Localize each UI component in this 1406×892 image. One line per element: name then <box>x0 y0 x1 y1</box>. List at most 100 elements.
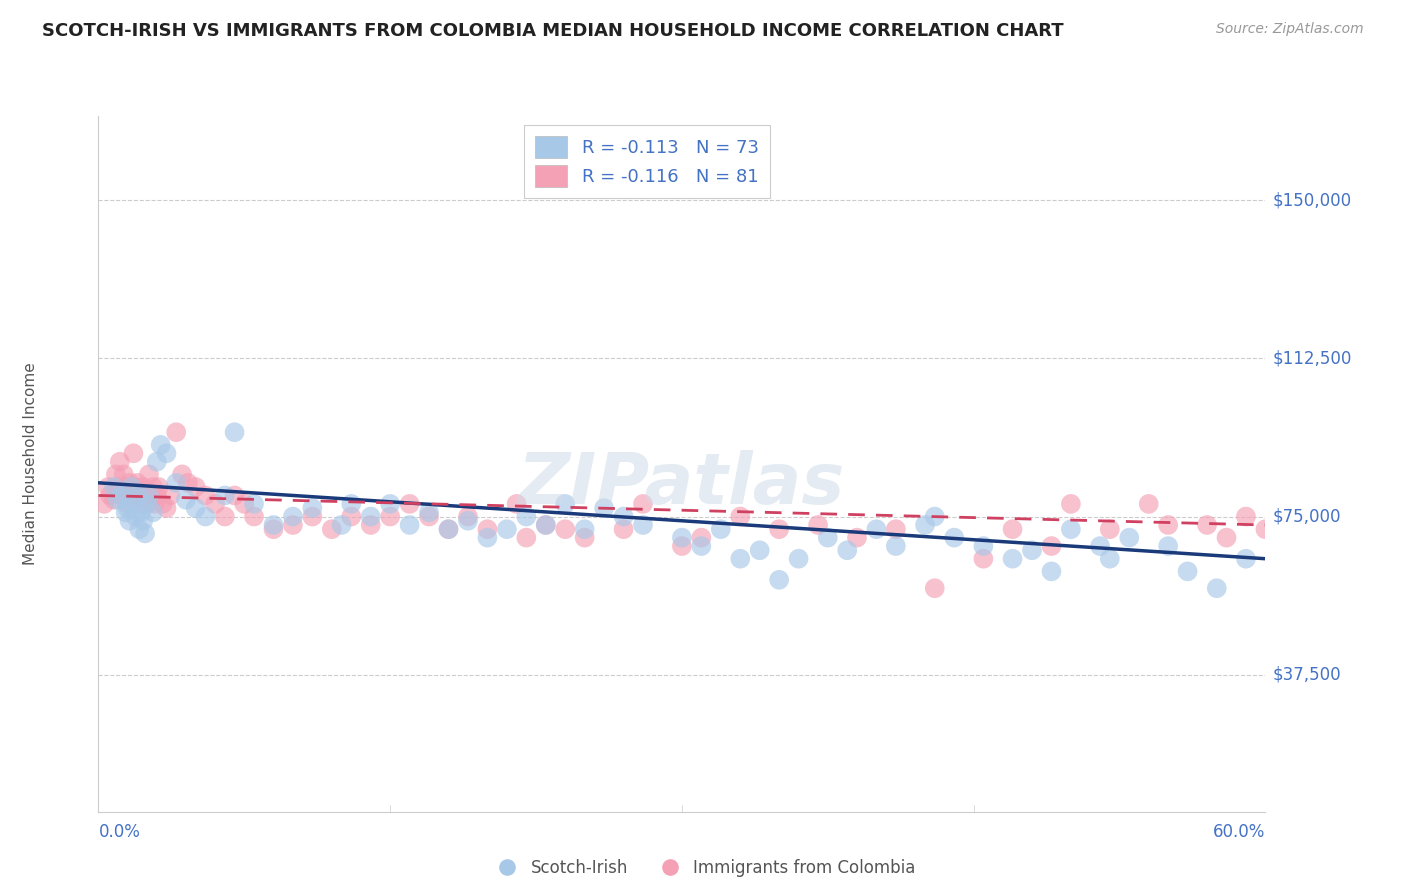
Point <box>1021 543 1043 558</box>
Point <box>418 505 440 519</box>
Point <box>104 467 127 482</box>
Point <box>121 480 143 494</box>
Point <box>1157 539 1180 553</box>
Point <box>134 488 156 502</box>
Point <box>170 467 193 482</box>
Point <box>103 480 125 494</box>
Point <box>281 518 304 533</box>
Point <box>184 501 207 516</box>
Point <box>177 475 200 490</box>
Point <box>281 509 304 524</box>
Point <box>690 531 713 545</box>
Point <box>214 509 236 524</box>
Point <box>884 539 907 553</box>
Point <box>138 488 160 502</box>
Point <box>122 446 145 460</box>
Point <box>1215 531 1237 545</box>
Point <box>121 488 143 502</box>
Point <box>301 509 323 524</box>
Point <box>515 509 537 524</box>
Point <box>924 509 946 524</box>
Point <box>108 455 131 469</box>
Point <box>127 488 149 502</box>
Point <box>111 488 134 502</box>
Point <box>437 522 460 536</box>
Point <box>1060 497 1083 511</box>
Point <box>1254 522 1277 536</box>
Point <box>122 497 145 511</box>
Point <box>214 488 236 502</box>
Point <box>1040 565 1063 579</box>
Point <box>807 518 830 533</box>
Point <box>114 505 136 519</box>
Point <box>1001 522 1024 536</box>
Point <box>378 497 402 511</box>
Point <box>128 488 150 502</box>
Point <box>437 522 460 536</box>
Text: $37,500: $37,500 <box>1272 665 1341 683</box>
Text: Median Household Income: Median Household Income <box>24 362 38 566</box>
Point <box>321 522 343 536</box>
Point <box>114 480 136 494</box>
Point <box>117 497 139 511</box>
Point <box>224 488 246 502</box>
Point <box>1118 531 1140 545</box>
Point <box>515 531 537 545</box>
Point <box>132 480 155 494</box>
Point <box>139 488 162 502</box>
Point <box>129 497 152 511</box>
Text: 0.0%: 0.0% <box>98 823 141 841</box>
Point <box>224 425 246 440</box>
Point <box>117 501 139 516</box>
Point <box>243 497 266 511</box>
Point <box>301 501 323 516</box>
Point <box>398 518 420 533</box>
Text: $75,000: $75,000 <box>1272 508 1341 525</box>
Point <box>1098 522 1121 536</box>
Point <box>671 539 693 553</box>
Point <box>845 531 868 545</box>
Point <box>149 438 172 452</box>
Point <box>865 522 887 536</box>
Point <box>1195 518 1218 533</box>
Point <box>111 488 134 502</box>
Point <box>768 573 790 587</box>
Point <box>398 497 420 511</box>
Point <box>155 446 177 460</box>
Point <box>554 522 576 536</box>
Point <box>534 518 557 533</box>
Point <box>914 518 936 533</box>
Text: $150,000: $150,000 <box>1272 191 1351 210</box>
Point <box>143 497 166 511</box>
Point <box>1137 497 1160 511</box>
Point <box>118 475 141 490</box>
Point <box>1294 539 1316 553</box>
Point <box>972 551 994 566</box>
Point <box>204 497 226 511</box>
Legend: Scotch-Irish, Immigrants from Colombia: Scotch-Irish, Immigrants from Colombia <box>484 853 922 884</box>
Point <box>884 522 907 536</box>
Point <box>112 467 135 482</box>
Point <box>262 518 284 533</box>
Point <box>972 539 994 553</box>
Point <box>612 509 634 524</box>
Point <box>127 475 149 490</box>
Point <box>710 522 733 536</box>
Point <box>1098 551 1121 566</box>
Point <box>574 522 596 536</box>
Point <box>554 497 576 511</box>
Point <box>768 522 790 536</box>
Point <box>457 509 479 524</box>
Point <box>340 509 363 524</box>
Point <box>1001 551 1024 566</box>
Text: Source: ZipAtlas.com: Source: ZipAtlas.com <box>1216 22 1364 37</box>
Point <box>184 480 207 494</box>
Point <box>1234 509 1257 524</box>
Point <box>690 539 713 553</box>
Point <box>124 480 146 494</box>
Point <box>98 488 121 502</box>
Text: $112,500: $112,500 <box>1272 350 1351 368</box>
Point <box>148 480 170 494</box>
Point <box>155 501 177 516</box>
Point <box>1177 565 1199 579</box>
